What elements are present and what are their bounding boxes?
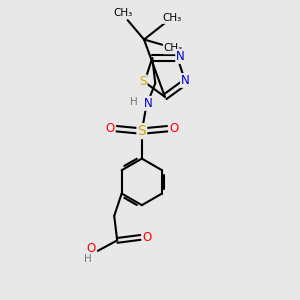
Text: CH₃: CH₃ — [113, 8, 132, 18]
Text: CH₃: CH₃ — [164, 44, 183, 53]
Text: O: O — [169, 122, 178, 135]
Text: CH₃: CH₃ — [163, 13, 182, 23]
Text: N: N — [176, 50, 185, 63]
Text: N: N — [181, 74, 190, 87]
Text: O: O — [87, 242, 96, 255]
Text: H: H — [84, 254, 92, 264]
Text: N: N — [144, 97, 153, 110]
Text: S: S — [137, 124, 146, 138]
Text: O: O — [105, 122, 115, 135]
Text: H: H — [130, 97, 138, 107]
Text: O: O — [142, 231, 152, 244]
Text: S: S — [139, 76, 147, 88]
